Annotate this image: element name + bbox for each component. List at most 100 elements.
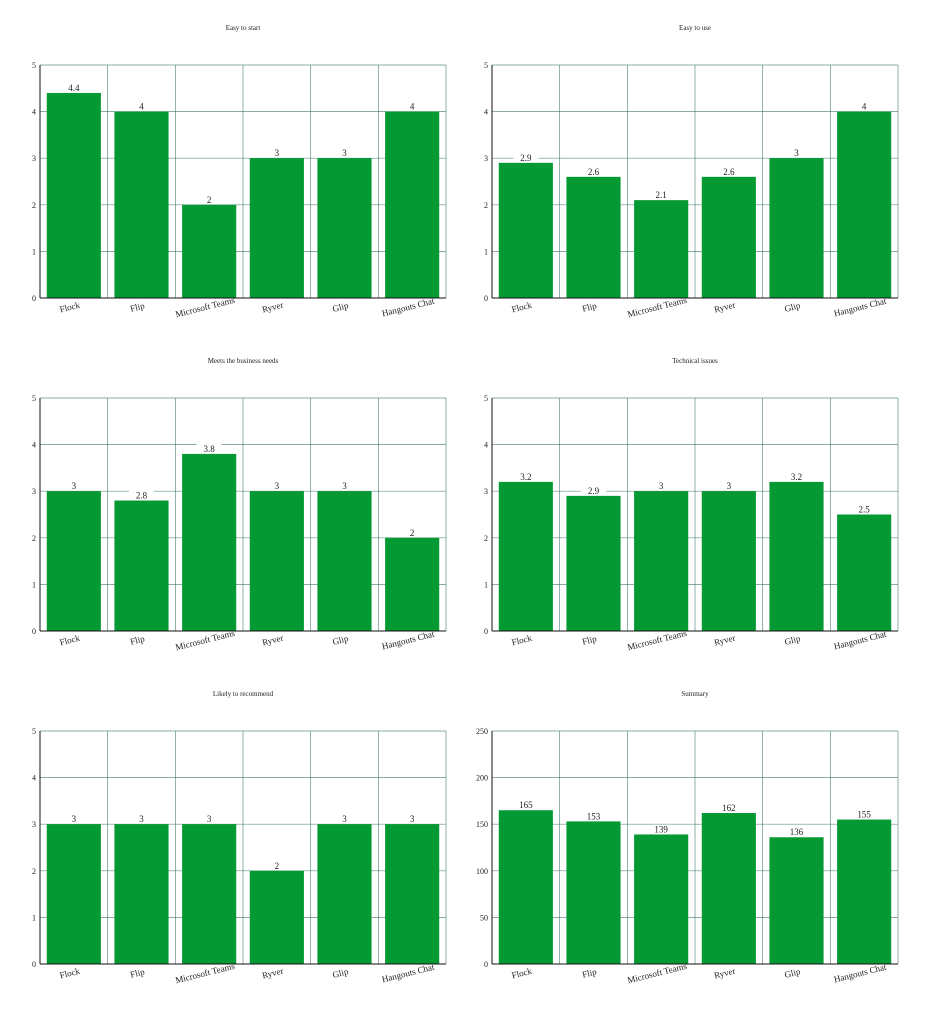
- data-label-bg: [789, 148, 804, 158]
- bar-flock: [498, 810, 553, 964]
- bar-microsoft-teams: [182, 824, 237, 964]
- data-label-bg: [129, 490, 154, 500]
- data-label: 136: [790, 827, 804, 837]
- y-tick-label: 5: [484, 61, 488, 70]
- chart-title: Meets the business needs: [208, 357, 279, 365]
- bar-flock: [46, 824, 101, 964]
- data-label: 4: [862, 102, 867, 112]
- bar-flock: [498, 162, 553, 298]
- data-label-bg: [513, 800, 539, 810]
- x-tick-label: Flock: [59, 966, 82, 981]
- x-tick-label: Flock: [511, 633, 534, 648]
- data-label-bg: [716, 166, 742, 176]
- x-tick-label: Ryver: [713, 300, 736, 315]
- bar-hangouts-chat: [385, 111, 440, 298]
- y-tick-label: 0: [32, 294, 36, 303]
- data-label: 2: [410, 528, 415, 538]
- bar-microsoft-teams: [634, 200, 689, 298]
- y-tick-label: 1: [32, 913, 36, 922]
- bar-microsoft-teams: [634, 491, 689, 631]
- data-label: 162: [722, 803, 736, 813]
- data-label: 153: [587, 811, 601, 821]
- chart-panel-summary: Summary 0 50 100 150 200 250 165 Flock 153 Flip 139…: [476, 690, 899, 985]
- y-tick-label: 2: [32, 201, 36, 210]
- x-tick-label: Flock: [511, 300, 534, 315]
- data-label: 3: [794, 148, 799, 158]
- data-label-bg: [201, 194, 217, 204]
- data-label-bg: [61, 82, 87, 92]
- x-tick-label: Glip: [331, 966, 349, 980]
- y-tick-label: 100: [476, 867, 488, 876]
- y-tick-label: 0: [484, 960, 488, 969]
- bar-microsoft-teams: [634, 834, 689, 964]
- bar-flock: [46, 92, 101, 299]
- chart-title: Summary: [681, 690, 709, 698]
- data-label: 139: [654, 824, 668, 834]
- bar-microsoft-teams: [182, 204, 237, 298]
- chart-title: Easy to use: [679, 24, 711, 32]
- data-label: 4.4: [68, 83, 80, 93]
- data-label: 3.8: [204, 444, 216, 454]
- data-label: 155: [857, 810, 871, 820]
- bar-hangouts-chat: [837, 819, 892, 964]
- x-tick-label: Flock: [511, 966, 534, 981]
- x-tick-label: Ryver: [713, 966, 736, 981]
- bar-flip: [566, 495, 621, 631]
- bar-ryver: [249, 870, 304, 964]
- x-tick-label: Ryver: [713, 633, 736, 648]
- y-tick-label: 3: [32, 487, 36, 496]
- x-tick-label: Flip: [129, 300, 146, 313]
- data-label: 2: [275, 861, 280, 871]
- chart-title: Likely to recommend: [213, 690, 274, 698]
- data-label: 3.2: [791, 472, 802, 482]
- data-label: 3: [659, 481, 664, 491]
- x-tick-label: Hangouts Chat: [833, 296, 888, 319]
- data-label: 3: [342, 814, 347, 824]
- chart-panel-easy-to-use: Easy to use0123452.9Flock2.6Flip2.1Micro…: [484, 24, 899, 319]
- y-tick-label: 2: [32, 534, 36, 543]
- data-label-bg: [337, 814, 352, 824]
- data-label: 2.6: [588, 167, 600, 177]
- data-label-bg: [269, 148, 285, 158]
- data-label: 3: [275, 148, 280, 158]
- y-tick-label: 150: [476, 820, 488, 829]
- chart-panel-technical-issues: Technical issues0123453.2Flock2.9Flip3Mi…: [484, 357, 899, 652]
- data-label: 2.1: [656, 190, 667, 200]
- data-label-bg: [784, 827, 809, 837]
- x-tick-label: Ryver: [261, 966, 284, 981]
- data-label: 2.9: [588, 486, 600, 496]
- x-tick-label: Hangouts Chat: [381, 629, 436, 652]
- data-label-bg: [851, 504, 877, 514]
- y-tick-label: 2: [484, 534, 488, 543]
- data-label-bg: [66, 814, 82, 824]
- y-tick-label: 1: [484, 580, 488, 589]
- data-label-bg: [404, 814, 420, 824]
- data-label-bg: [721, 481, 737, 491]
- bar-ryver: [701, 176, 756, 298]
- data-label-bg: [134, 101, 149, 111]
- data-label-bg: [196, 443, 222, 453]
- x-tick-label: Glip: [783, 633, 801, 647]
- x-tick-label: Hangouts Chat: [381, 296, 436, 319]
- bar-glip: [769, 158, 824, 298]
- bar-glip: [317, 491, 372, 631]
- bar-ryver: [249, 158, 304, 298]
- x-tick-label: Hangouts Chat: [833, 629, 888, 652]
- bar-ryver: [701, 491, 756, 631]
- data-label-bg: [581, 485, 606, 495]
- bar-flip: [114, 500, 169, 631]
- data-label: 2: [207, 195, 212, 205]
- x-tick-label: Flock: [59, 300, 82, 315]
- y-tick-label: 5: [32, 61, 36, 70]
- bar-hangouts-chat: [837, 111, 892, 298]
- bar-microsoft-teams: [182, 453, 237, 631]
- data-label-bg: [513, 471, 539, 481]
- data-label-bg: [404, 527, 420, 537]
- bar-flip: [566, 176, 621, 298]
- bar-ryver: [249, 491, 304, 631]
- data-label: 2.8: [136, 491, 148, 501]
- data-label: 3: [72, 481, 77, 491]
- data-label-bg: [134, 814, 149, 824]
- data-label-bg: [404, 101, 420, 111]
- x-tick-label: Ryver: [261, 300, 284, 315]
